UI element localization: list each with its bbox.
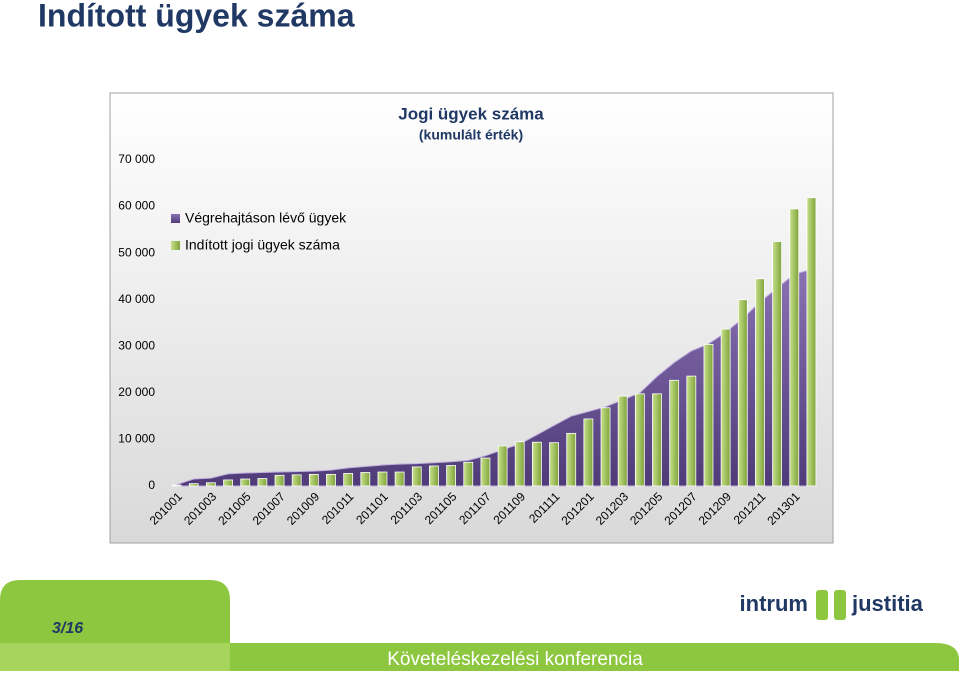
- bar: [737, 299, 748, 487]
- bar: [411, 466, 422, 487]
- y-tick-label: 50 000: [118, 245, 155, 259]
- slide-title: Indított ügyek száma: [38, 0, 355, 33]
- bar: [188, 483, 199, 487]
- bar: [463, 461, 474, 487]
- bar: [720, 328, 731, 487]
- bar: [274, 474, 285, 487]
- footer-tab: [0, 643, 230, 671]
- logo-left: intrum: [740, 591, 808, 616]
- page-number: 3/16: [52, 620, 83, 637]
- bar: [634, 393, 645, 487]
- bar: [549, 442, 559, 487]
- bar: [291, 474, 302, 487]
- bar: [257, 478, 268, 487]
- bar: [429, 465, 439, 487]
- chart-title: Jogi ügyek száma: [398, 104, 544, 123]
- bar: [600, 407, 611, 487]
- y-tick-label: 0: [148, 478, 155, 492]
- bar: [531, 441, 542, 487]
- bar: [789, 208, 800, 487]
- footer-text: Követeléskezelési konferencia: [387, 649, 643, 670]
- legend-label: Indított jogi ügyek száma: [185, 237, 340, 253]
- y-tick-label: 20 000: [118, 385, 155, 399]
- legend-swatch: [171, 214, 180, 223]
- bar: [326, 473, 336, 487]
- bar: [205, 482, 216, 487]
- legend-label: Végrehajtáson lévő ügyek: [185, 210, 347, 226]
- bar: [583, 418, 594, 487]
- y-tick-label: 10 000: [118, 432, 155, 446]
- bar: [480, 457, 491, 487]
- y-tick-label: 40 000: [118, 292, 155, 306]
- bar: [566, 432, 577, 487]
- bar: [240, 478, 251, 487]
- bar: [223, 479, 233, 487]
- bar: [772, 241, 783, 487]
- bar: [755, 278, 765, 487]
- y-tick-label: 30 000: [118, 338, 155, 352]
- chart-subtitle: (kumulált érték): [419, 127, 523, 143]
- bar: [686, 375, 697, 487]
- legend-swatch: [171, 241, 180, 250]
- footer-band: [0, 580, 959, 671]
- logo-icon: [816, 590, 828, 620]
- bar: [497, 445, 508, 487]
- y-tick-label: 70 000: [118, 152, 155, 166]
- bar: [617, 395, 628, 487]
- bar: [360, 472, 371, 487]
- bar: [652, 393, 662, 487]
- bar: [377, 471, 388, 487]
- bar: [806, 197, 817, 487]
- bar: [308, 473, 319, 487]
- logo-right: justitia: [851, 591, 924, 616]
- y-tick-label: 60 000: [118, 199, 155, 213]
- bar: [343, 473, 354, 487]
- bar: [394, 471, 405, 487]
- bar: [446, 465, 457, 487]
- bar: [669, 379, 680, 487]
- bar: [703, 344, 714, 487]
- logo-icon: [834, 590, 846, 620]
- bar: [171, 484, 182, 487]
- bar: [514, 441, 525, 487]
